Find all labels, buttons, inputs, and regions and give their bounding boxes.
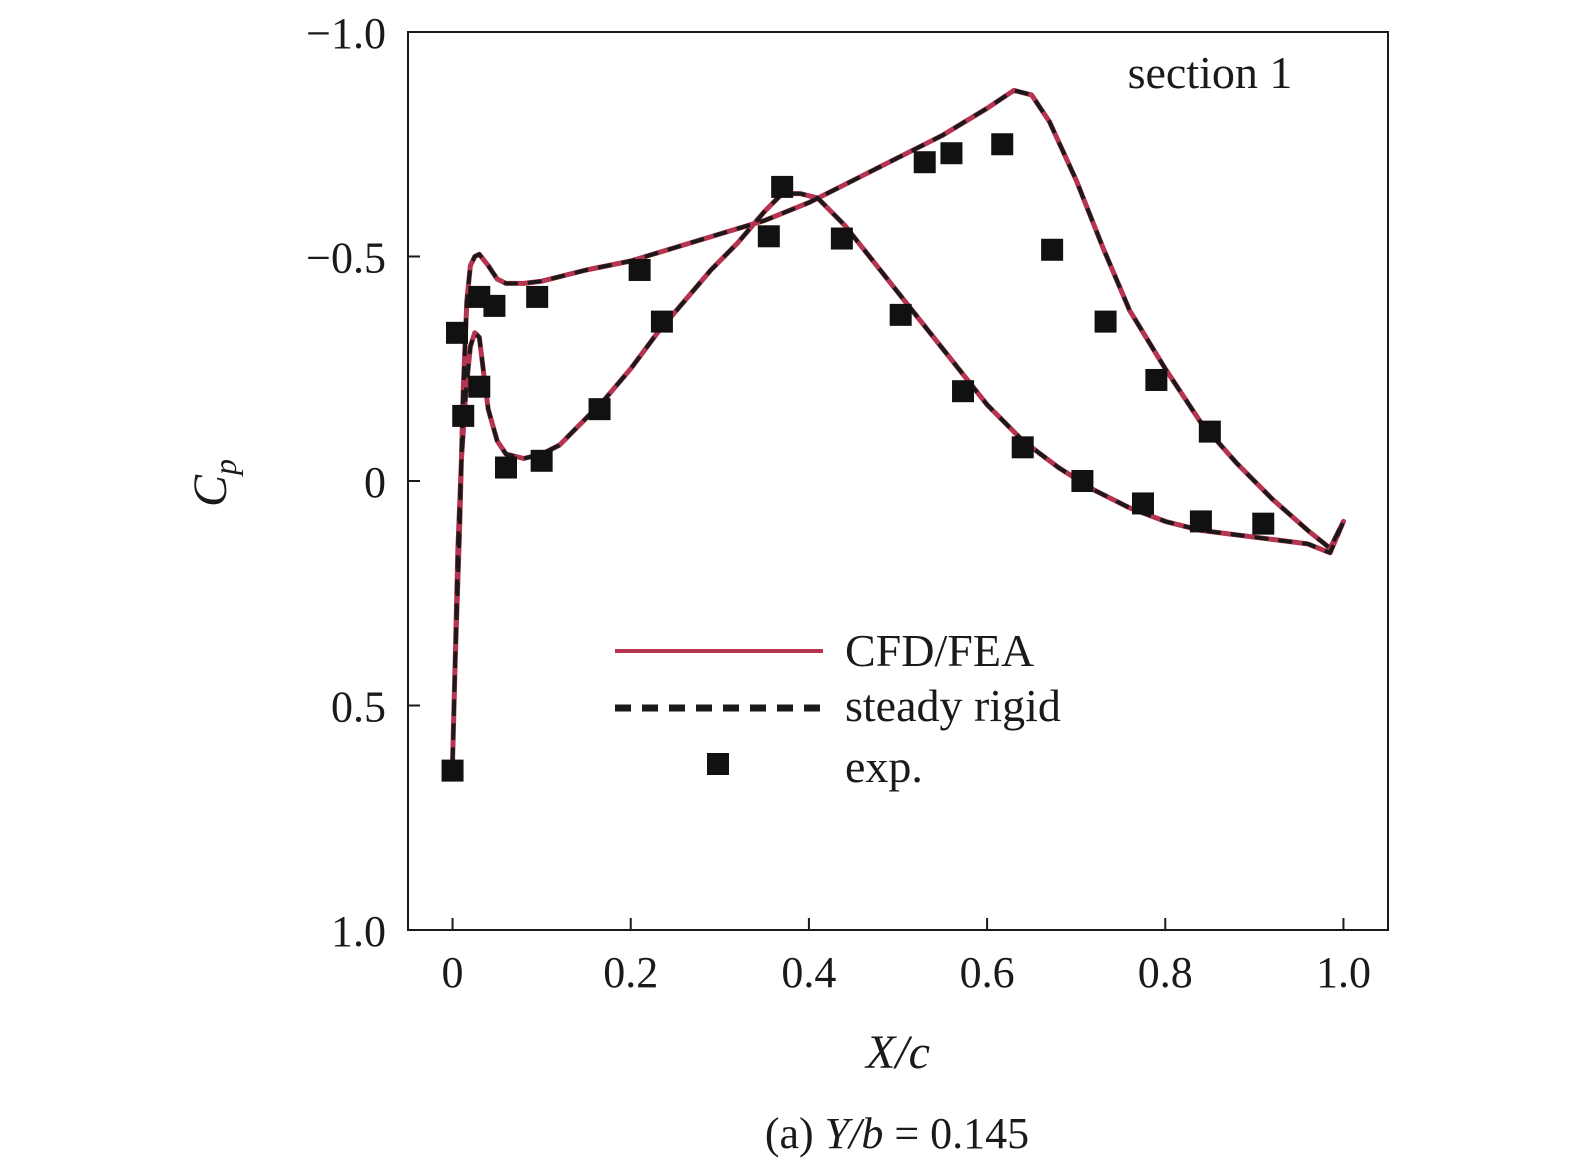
exp-data-point xyxy=(1041,238,1064,261)
y-axis-ticks: −1.0 −0.5 0 0.5 1.0 xyxy=(306,9,420,956)
y-axis-label-sub: p xyxy=(207,459,243,477)
exp-data-point xyxy=(952,380,975,403)
exp-data-point xyxy=(889,303,912,326)
y-axis-label: Cp xyxy=(184,459,243,507)
exp-data-point xyxy=(1132,492,1154,515)
exp-data-point xyxy=(1145,368,1168,391)
figure-caption: (a) Y/b = 0.145 xyxy=(765,1109,1029,1158)
y-tick-label: −0.5 xyxy=(306,234,386,283)
y-tick-label: 1.0 xyxy=(331,907,386,956)
x-tick-label: 0.4 xyxy=(781,948,836,997)
exp-data-point xyxy=(588,398,611,421)
legend: CFD/FEA steady rigid exp. xyxy=(615,625,1061,792)
exp-data-point xyxy=(991,133,1014,156)
exp-data-point xyxy=(446,321,468,344)
exp-data-point xyxy=(1071,470,1094,492)
legend-marker-exp xyxy=(707,753,729,775)
caption-prefix: (a) xyxy=(765,1109,825,1158)
caption-rest: = 0.145 xyxy=(883,1109,1029,1158)
markers-layer xyxy=(441,133,1275,782)
series-line-steady-rigid xyxy=(450,88,1346,764)
legend-label-cfd-fea: CFD/FEA xyxy=(845,625,1034,676)
exp-data-point xyxy=(940,142,963,165)
exp-data-point xyxy=(771,175,794,198)
caption-variable: Y/b xyxy=(825,1109,884,1158)
exp-data-point xyxy=(468,375,491,398)
exp-data-point xyxy=(526,285,549,308)
exp-data-point xyxy=(1189,510,1212,533)
exp-data-point xyxy=(830,227,853,250)
x-tick-label: 0.6 xyxy=(960,948,1015,997)
y-tick-label: 0 xyxy=(364,458,386,507)
x-axis-label: X/c xyxy=(864,1026,930,1079)
exp-data-point xyxy=(441,759,464,782)
exp-data-point xyxy=(1252,512,1275,535)
legend-label-exp: exp. xyxy=(845,741,923,792)
y-tick-label: 0.5 xyxy=(331,683,386,732)
x-tick-label: 1.0 xyxy=(1316,948,1371,997)
exp-data-point xyxy=(650,310,673,333)
exp-data-point xyxy=(913,151,936,174)
section-annotation: section 1 xyxy=(1128,47,1293,98)
x-tick-label: 0.8 xyxy=(1138,948,1193,997)
legend-label-steady-rigid: steady rigid xyxy=(845,680,1061,731)
exp-data-point xyxy=(628,258,651,281)
exp-data-point xyxy=(495,456,517,479)
x-axis-ticks: 0 0.2 0.4 0.6 0.8 1.0 xyxy=(442,918,1371,997)
exp-data-point xyxy=(757,225,780,248)
y-tick-label: −1.0 xyxy=(306,9,386,58)
x-tick-label: 0.2 xyxy=(603,948,658,997)
y-axis-label-main: C xyxy=(184,474,237,507)
exp-data-point xyxy=(1094,310,1117,333)
exp-data-point xyxy=(1198,420,1221,443)
exp-data-point xyxy=(530,449,553,472)
plot-frame xyxy=(407,31,1389,931)
x-tick-label: 0 xyxy=(442,948,464,997)
exp-data-point xyxy=(483,294,506,317)
exp-data-point xyxy=(452,404,475,427)
exp-data-point xyxy=(1011,436,1034,459)
